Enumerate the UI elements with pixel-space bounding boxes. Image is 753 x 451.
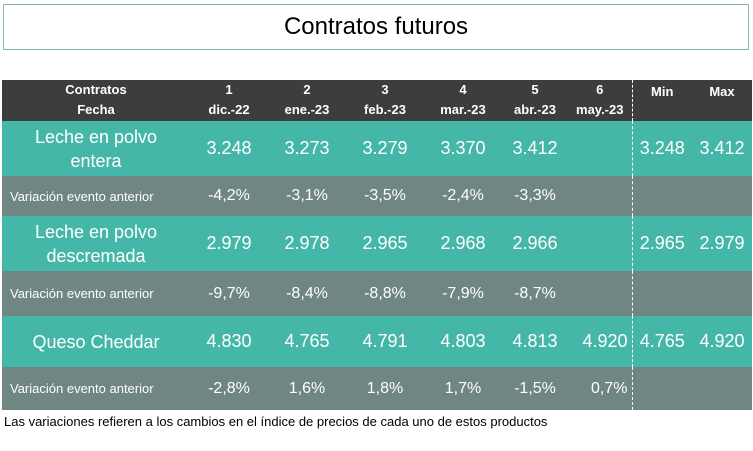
variation-cell: -1,5% — [514, 379, 556, 397]
futures-table: Contratos Fecha 1 dic.-22 2 ene.-23 3 fe… — [2, 80, 752, 410]
variation-cell: -8,8% — [364, 284, 406, 302]
header-contract-5: 5 abr.-23 — [502, 80, 568, 121]
variation-label: Variación evento anterior — [10, 188, 154, 204]
price-cell: 3.273 — [284, 138, 330, 158]
variation-row: Variación evento anterior -9,7% -8,4% -8… — [2, 271, 752, 316]
price-row: Leche en polvo descremada 2.979 2.978 2.… — [2, 216, 752, 271]
variation-cell: 0,7% — [591, 379, 628, 397]
header-contract-2: 2 ene.-23 — [268, 80, 346, 121]
price-cell: 2.979 — [206, 233, 252, 253]
contract-date: dic.-22 — [208, 102, 250, 117]
variation-row: Variación evento anterior -2,8% 1,6% 1,8… — [2, 367, 752, 410]
variation-cell — [568, 271, 632, 316]
price-cell: 2.966 — [512, 233, 558, 253]
price-row: Leche en polvo entera 3.248 3.273 3.279 … — [2, 121, 752, 176]
contract-date: feb.-23 — [364, 102, 406, 117]
contract-date: mar.-23 — [440, 102, 486, 117]
product-name: Leche en polvo descremada — [2, 216, 190, 271]
price-cell — [568, 121, 632, 176]
variation-cell: -7,9% — [442, 284, 484, 302]
variation-cell: -4,2% — [208, 187, 250, 204]
empty-cell — [692, 367, 752, 410]
variation-cell: -3,1% — [286, 187, 328, 204]
max-cell: 2.979 — [699, 233, 745, 253]
product-name-line: entera — [70, 150, 122, 171]
price-cell: 4.830 — [206, 331, 252, 351]
header-min: Min — [631, 80, 692, 121]
product-name-line: descremada — [46, 245, 146, 266]
page-title: Contratos futuros — [3, 4, 749, 50]
min-label: Min — [651, 84, 674, 99]
price-cell: 4.803 — [440, 331, 486, 351]
variation-cell: -9,7% — [208, 284, 250, 302]
empty-cell — [692, 176, 752, 216]
max-label: Max — [709, 84, 735, 99]
price-cell: 2.978 — [284, 233, 330, 253]
price-cell: 3.248 — [206, 138, 252, 158]
contract-number: 5 — [531, 82, 539, 97]
product-name-line: Leche en polvo — [34, 221, 158, 242]
contract-date: ene.-23 — [284, 102, 330, 117]
product-name-line: Queso Cheddar — [32, 331, 160, 352]
variation-cell: -3,5% — [364, 187, 406, 204]
price-cell: 2.968 — [440, 233, 486, 253]
empty-cell — [631, 271, 692, 316]
price-cell: 3.370 — [440, 138, 486, 158]
price-cell: 2.965 — [362, 233, 408, 253]
min-cell: 2.965 — [631, 216, 692, 271]
variation-row: Variación evento anterior -4,2% -3,1% -3… — [2, 176, 752, 216]
header-row: Contratos Fecha 1 dic.-22 2 ene.-23 3 fe… — [2, 80, 752, 121]
header-max: Max — [692, 80, 752, 121]
variation-cell: 1,7% — [444, 379, 482, 397]
variation-cell: -3,3% — [514, 187, 556, 204]
variation-label: Variación evento anterior — [10, 381, 154, 396]
header-contract-4: 4 mar.-23 — [424, 80, 502, 121]
variation-cell: 1,6% — [288, 379, 326, 397]
price-cell: 4.813 — [512, 331, 558, 351]
variation-label: Variación evento anterior — [10, 286, 154, 301]
contract-number: 4 — [459, 82, 467, 97]
header-contracts-label: Contratos — [65, 82, 127, 97]
footnote: Las variaciones refieren a los cambios e… — [4, 414, 548, 429]
variation-cell: -8,4% — [286, 284, 328, 302]
empty-cell — [631, 367, 692, 410]
price-cell: 3.279 — [362, 138, 408, 158]
contract-number: 2 — [303, 82, 311, 97]
product-name-line: Leche en polvo — [34, 126, 158, 147]
contract-date: abr.-23 — [514, 102, 556, 117]
variation-cell: -2,4% — [442, 187, 484, 204]
variation-cell: -8,7% — [514, 284, 556, 302]
header-contract-3: 3 feb.-23 — [346, 80, 424, 121]
product-name: Queso Cheddar — [2, 316, 190, 367]
variation-cell: -2,8% — [208, 379, 250, 397]
contract-number: 1 — [225, 82, 233, 97]
price-cell: 4.920 — [582, 331, 628, 351]
price-cell — [568, 216, 632, 271]
variation-cell — [568, 176, 632, 216]
max-cell: 4.920 — [699, 331, 745, 351]
price-cell: 4.765 — [284, 331, 330, 351]
empty-cell — [631, 176, 692, 216]
header-label-cell: Contratos Fecha — [2, 80, 190, 121]
min-cell: 3.248 — [631, 121, 692, 176]
contract-number: 6 — [596, 82, 604, 97]
header-contract-6: 6 may.-23 — [568, 80, 632, 121]
contract-date: may.-23 — [576, 102, 624, 117]
min-cell: 4.765 — [631, 316, 692, 367]
header-contract-1: 1 dic.-22 — [190, 80, 268, 121]
price-cell: 3.412 — [512, 138, 558, 158]
contract-number: 3 — [381, 82, 389, 97]
variation-cell: 1,8% — [366, 379, 404, 397]
price-row: Queso Cheddar 4.830 4.765 4.791 4.803 4.… — [2, 316, 752, 367]
header-date-label: Fecha — [77, 102, 115, 117]
price-cell: 4.791 — [362, 331, 408, 351]
product-name: Leche en polvo entera — [2, 121, 190, 176]
empty-cell — [692, 271, 752, 316]
max-cell: 3.412 — [699, 138, 745, 158]
